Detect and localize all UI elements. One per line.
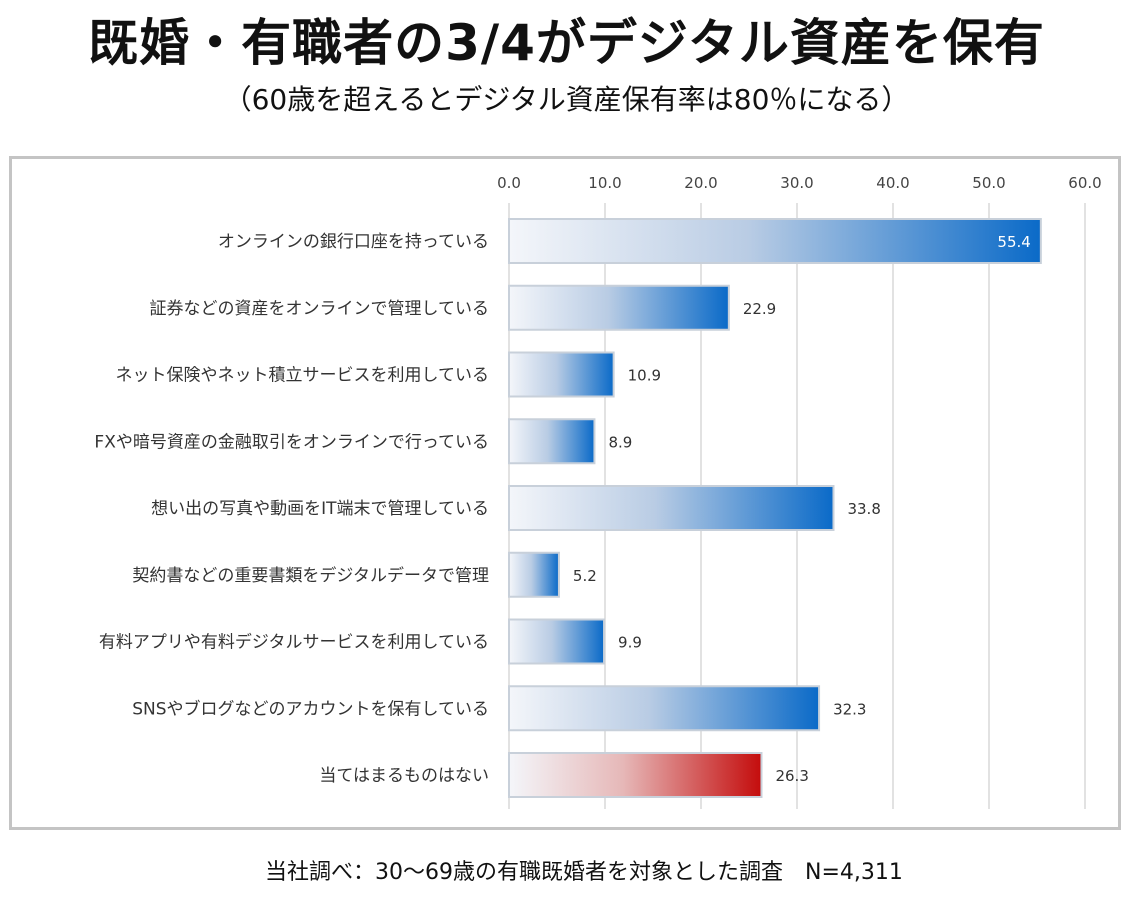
bar	[508, 485, 835, 531]
bar	[508, 284, 730, 331]
value-label: 26.3	[775, 767, 808, 785]
x-tick-label: 30.0	[780, 174, 813, 192]
x-tick-label: 10.0	[588, 174, 621, 192]
category-label: 想い出の写真や動画をIT端末で管理している	[151, 499, 489, 519]
footnote: 当社調べ：30～69歳の有職既婚者を対象とした調査 N=4,311	[265, 860, 903, 885]
category-label: FXや暗号資産の金融取引をオンラインで行っている	[94, 432, 489, 452]
x-tick-label: 40.0	[876, 174, 909, 192]
category-label: ネット保険やネット積立サービスを利用している	[116, 366, 490, 386]
x-tick-label: 50.0	[972, 174, 1005, 192]
bar	[508, 618, 606, 665]
category-labels: オンラインの銀行口座を持っている証券などの資産をオンラインで管理しているネット保…	[94, 232, 489, 786]
chart-subtitle: （60歳を超えるとデジタル資産保有率は80％になる）	[223, 83, 910, 116]
bar	[508, 685, 821, 732]
x-axis-ticks: 0.0 10.0 20.0 30.0 40.0 50.0 60.0	[497, 174, 1102, 192]
chart-frame: 0.0 10.0 20.0 30.0 40.0 50.0 60.0 オンラインの銀行口座を持…	[9, 156, 1121, 830]
category-label: 契約書などの重要書類をデジタルデータで管理	[132, 565, 489, 586]
value-label: 33.8	[847, 500, 880, 518]
bar	[508, 752, 763, 798]
bar	[508, 418, 596, 465]
value-label: 8.9	[608, 433, 632, 451]
chart-title: 既婚・有職者の3/4がデジタル資産を保有	[88, 14, 1045, 72]
bar	[508, 351, 615, 398]
value-label: 22.9	[743, 300, 776, 318]
category-label: SNSやブログなどのアカウントを保有している	[132, 698, 489, 719]
category-label: 当てはまるものはない	[319, 766, 489, 786]
value-labels: 55.4 22.9 10.9 8.9 33.8 5.2 9.9 32.3 26.3	[573, 233, 1031, 785]
value-label: 55.4	[997, 233, 1030, 251]
bar-chart: 0.0 10.0 20.0 30.0 40.0 50.0 60.0 オンラインの銀行口座を持…	[94, 174, 1102, 809]
bar	[508, 218, 1042, 264]
value-label: 10.9	[628, 367, 661, 385]
category-label: 有料アプリや有料デジタルサービスを利用している	[99, 632, 489, 653]
value-label: 32.3	[833, 700, 866, 718]
category-label: 証券などの資産をオンラインで管理している	[150, 299, 490, 319]
bars	[508, 218, 1042, 798]
bar	[508, 551, 560, 598]
value-label: 9.9	[618, 634, 642, 652]
x-tick-label: 0.0	[497, 174, 521, 192]
x-tick-label: 20.0	[684, 174, 717, 192]
x-tick-label: 60.0	[1068, 174, 1101, 192]
category-label: オンラインの銀行口座を持っている	[218, 232, 489, 252]
value-label: 5.2	[573, 567, 597, 585]
